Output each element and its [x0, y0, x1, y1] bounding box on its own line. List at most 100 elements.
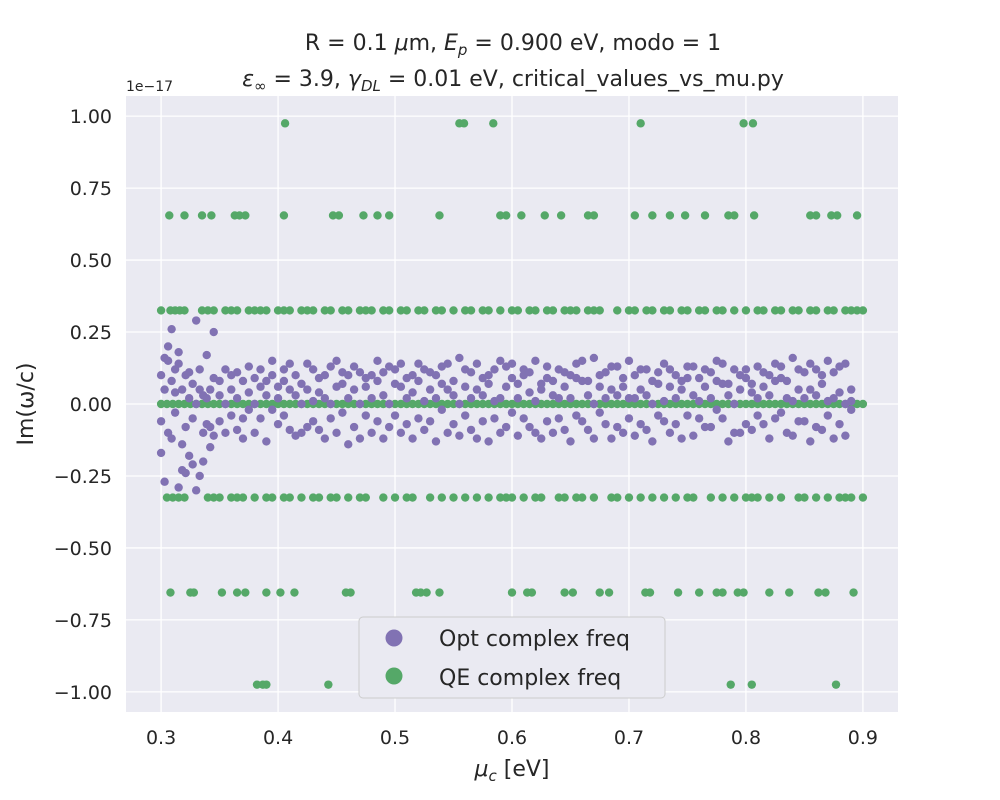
qe-point: [507, 588, 517, 597]
qe-point: [262, 306, 271, 315]
opt-point: [776, 362, 786, 371]
opt-point: [847, 396, 856, 406]
qe-point: [507, 493, 517, 502]
qe-point: [162, 399, 172, 409]
qe-point: [338, 306, 347, 315]
opt-point: [455, 431, 464, 440]
legend: Opt complex freq QE complex freq: [358, 616, 666, 699]
qe-point: [811, 493, 821, 502]
qe-point: [197, 306, 207, 315]
opt-point: [589, 353, 599, 363]
qe-point: [683, 493, 692, 502]
opt-point: [174, 347, 183, 357]
qe-point: [262, 399, 271, 409]
qe-point: [583, 306, 593, 315]
opt-point: [542, 362, 552, 371]
qe-point: [747, 680, 756, 689]
qe-point: [390, 399, 400, 409]
opt-point: [344, 394, 353, 403]
opt-point: [250, 428, 259, 437]
qe-point: [531, 493, 540, 502]
opt-point: [396, 359, 406, 368]
opt-point: [431, 394, 441, 403]
qe-point: [548, 399, 558, 409]
opt-point: [618, 373, 628, 383]
opt-point: [741, 373, 751, 383]
opt-point: [613, 362, 622, 371]
qe-point: [496, 211, 505, 220]
qe-point: [741, 493, 751, 502]
qe-point: [209, 399, 218, 409]
opt-point: [332, 428, 341, 437]
qe-point: [814, 588, 823, 597]
y-tick-label: 0.75: [70, 178, 112, 200]
opt-point: [373, 356, 382, 366]
qe-point: [630, 306, 640, 315]
x-tick-label: 0.9: [848, 727, 878, 749]
qe-point: [207, 211, 216, 220]
qe-point: [527, 588, 537, 597]
opt-point: [759, 382, 768, 391]
qe-point: [630, 211, 640, 220]
legend-label-qe: QE complex freq: [439, 666, 621, 691]
qe-point: [577, 493, 587, 502]
qe-point: [156, 399, 166, 409]
qe-point: [209, 493, 218, 502]
opt-point: [601, 419, 610, 429]
opt-point: [199, 457, 208, 466]
qe-point: [770, 306, 780, 315]
qe-point: [359, 211, 368, 220]
opt-point: [624, 394, 634, 403]
qe-point: [472, 493, 482, 502]
qe-point: [694, 588, 704, 597]
opt-point: [806, 385, 815, 394]
qe-point: [297, 306, 306, 315]
qe-point: [422, 588, 431, 597]
qe-point: [449, 306, 458, 315]
opt-point: [741, 419, 751, 429]
qe-point: [437, 493, 447, 502]
qe-point: [673, 588, 683, 597]
qe-point: [636, 399, 645, 409]
opt-point: [344, 440, 353, 449]
qe-point: [256, 306, 265, 315]
qe-point: [478, 306, 487, 315]
qe-point: [683, 306, 692, 315]
opt-point: [496, 428, 505, 437]
opt-point: [788, 431, 797, 440]
y-tick-label: 1.00: [70, 106, 112, 128]
qe-point: [232, 493, 242, 502]
qe-point: [749, 211, 759, 220]
opt-point: [689, 362, 698, 371]
opt-point: [788, 396, 797, 406]
qe-point: [402, 306, 411, 315]
qe-point: [680, 211, 690, 220]
qe-point: [847, 493, 856, 502]
opt-point: [384, 399, 394, 409]
qe-point: [250, 306, 259, 315]
opt-point: [753, 362, 762, 371]
opt-point: [184, 451, 194, 461]
opt-point: [776, 408, 786, 417]
qe-point: [712, 588, 721, 597]
qe-point: [443, 399, 452, 409]
qe-point: [203, 493, 213, 502]
x-tick-label: 0.4: [263, 727, 293, 749]
qe-point: [308, 306, 318, 315]
qe-point: [748, 119, 758, 128]
qe-point: [841, 306, 850, 315]
opt-point: [794, 417, 803, 426]
opt-point: [250, 399, 259, 409]
opt-point: [613, 422, 622, 432]
qe-point: [827, 211, 836, 220]
qe-point: [431, 306, 441, 315]
qe-point: [730, 493, 739, 502]
qe-point: [221, 306, 230, 315]
qe-point: [642, 306, 651, 315]
qe-point: [437, 306, 447, 315]
qe-point: [806, 211, 815, 220]
qe-point: [180, 399, 189, 409]
opt-point: [262, 437, 271, 446]
opt-point: [314, 425, 324, 435]
opt-point: [326, 399, 335, 409]
